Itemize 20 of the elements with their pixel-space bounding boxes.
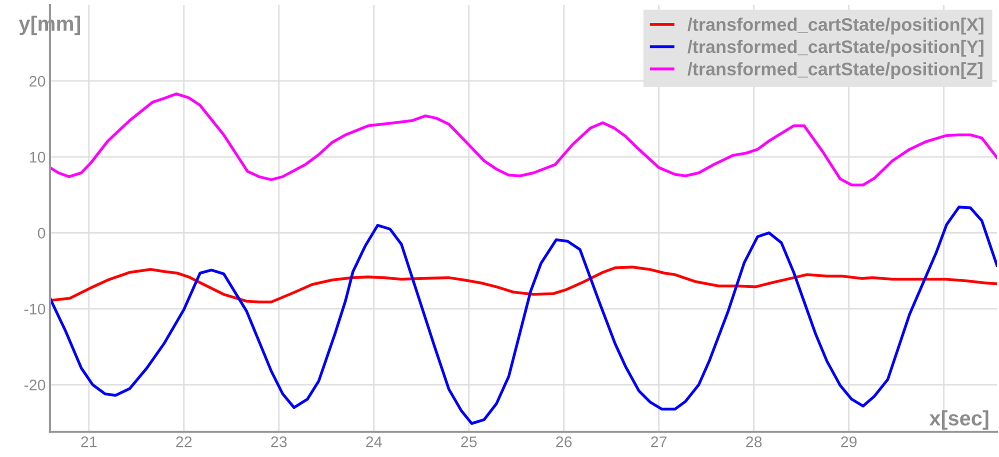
x-tick-label: 28 [746,436,762,448]
x-tick-label: 23 [271,436,287,448]
line-series [50,92,997,186]
x-tick-label: 26 [556,436,572,448]
y-tick-label: 0 [38,228,46,239]
x-tick-label: 27 [651,436,667,448]
legend-label: /transformed_cartState/position[Y] [688,40,984,57]
line-series [50,266,997,304]
legend-label: /transformed_cartState/position[Z] [688,62,982,79]
y-tick-label: 20 [30,76,46,87]
x-tick-label: 24 [366,436,382,448]
x-tick-label: 22 [176,436,192,448]
x-tick-label: 25 [461,436,477,448]
x-tick-label: 29 [841,436,857,448]
x-axis-title: x[sec] [929,410,988,430]
x-tick-label: 21 [81,436,97,448]
y-tick-label: 10 [30,152,46,163]
legend-label: /transformed_cartState/position[X] [688,18,984,34]
y-tick-label: -20 [24,380,46,390]
y-tick-label: -10 [24,304,46,315]
